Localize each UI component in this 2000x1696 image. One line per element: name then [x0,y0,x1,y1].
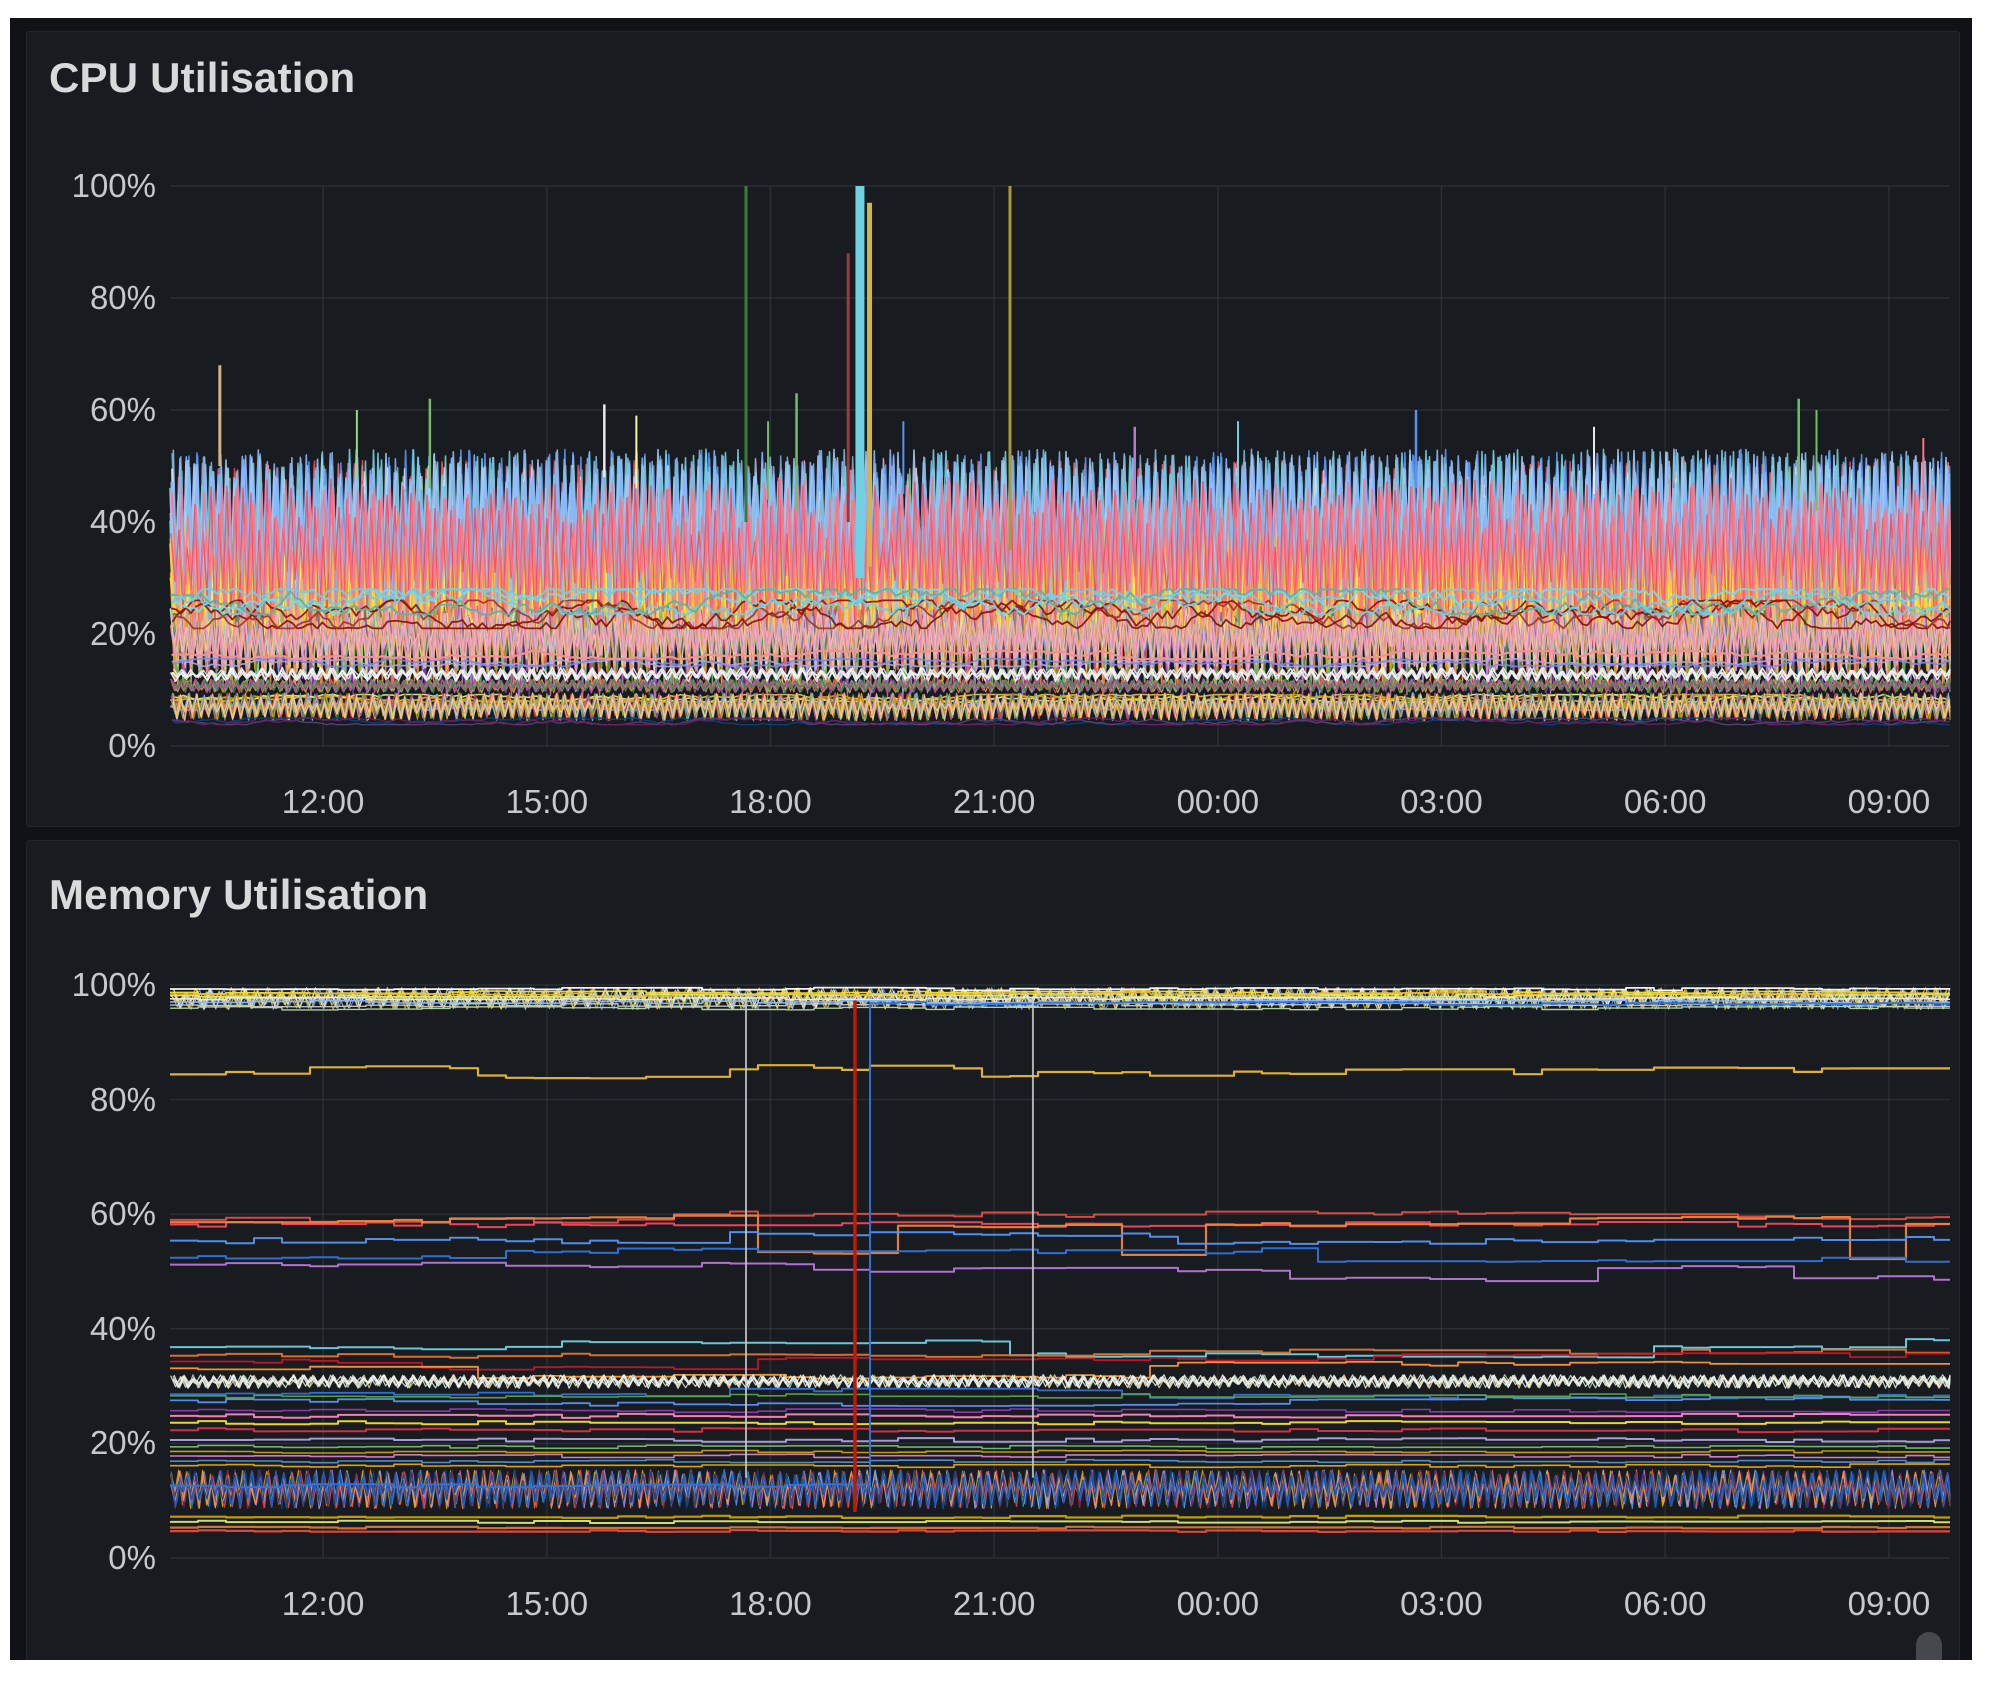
cpu-y-tick-label: 60% [89,391,156,428]
memory-y-tick-label: 40% [89,1309,156,1347]
cpu-y-tick-label: 40% [89,503,156,540]
cpu-y-tick-label: 20% [89,615,156,652]
memory-x-tick-label: 18:00 [729,1585,812,1622]
memory-panel-title[interactable]: Memory Utilisation [49,871,429,918]
cpu-y-tick-label: 80% [89,279,156,316]
memory-x-tick-label: 21:00 [952,1585,1036,1622]
scrollbar-thumb[interactable] [1916,1632,1942,1660]
cpu-x-tick-label: 09:00 [1847,783,1931,820]
memory-x-tick-label: 06:00 [1623,1585,1707,1622]
memory-chart-canvas[interactable] [10,18,1972,1660]
grafana-dashboard: CPU Utilisation Memory Utilisation Name … [10,18,1972,1660]
cpu-x-tick-label: 03:00 [1400,783,1483,820]
memory-x-tick-label: 15:00 [505,1585,589,1622]
memory-x-tick-label: 00:00 [1176,1585,1260,1622]
cpu-y-tick-label: 100% [71,167,156,204]
memory-y-tick-label: 60% [89,1195,156,1233]
cpu-x-tick-label: 06:00 [1623,783,1707,820]
memory-y-tick-label: 80% [89,1080,156,1118]
memory-y-tick-label: 100% [71,966,156,1003]
legend-col-mean[interactable]: Mean [1551,1654,1638,1660]
legend-col-name[interactable]: Name [144,1654,237,1660]
cpu-chart-canvas[interactable] [10,18,1972,1660]
cpu-y-tick-label: 0% [108,727,156,764]
cpu-x-tick-label: 12:00 [281,783,365,820]
legend-col-last[interactable]: Last * [1746,1654,1839,1660]
legend-header: Name Mean Last * [27,1654,1959,1660]
memory-y-tick-label: 20% [89,1424,156,1462]
cpu-x-tick-label: 21:00 [952,783,1036,820]
memory-y-tick-label: 0% [108,1539,156,1576]
cpu-x-tick-label: 18:00 [729,783,812,820]
memory-x-tick-label: 03:00 [1400,1585,1483,1622]
memory-x-tick-label: 12:00 [281,1585,365,1622]
memory-x-tick-label: 09:00 [1847,1585,1931,1622]
cpu-x-tick-label: 00:00 [1176,783,1260,820]
cpu-panel-title[interactable]: CPU Utilisation [49,54,356,101]
cpu-x-tick-label: 15:00 [505,783,589,820]
